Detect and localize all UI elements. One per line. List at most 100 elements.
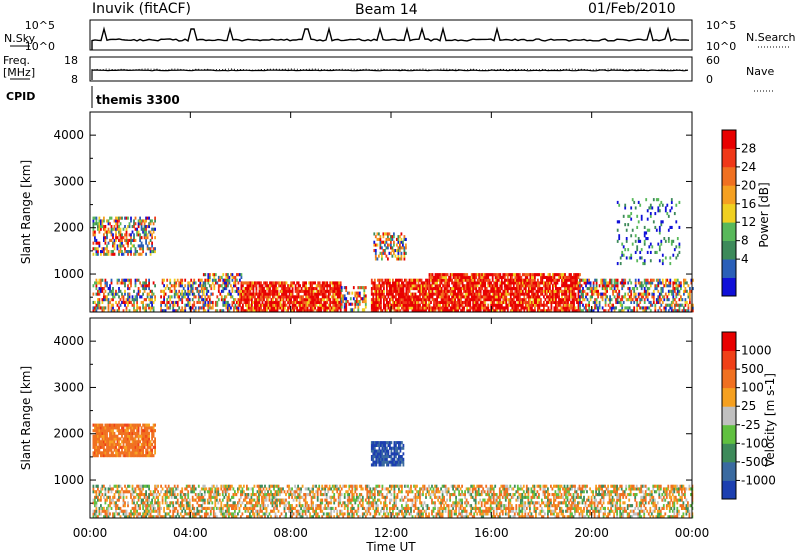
range-cell [529,309,532,313]
range-cell [570,278,572,282]
range-cell [400,254,403,258]
range-cell [684,303,687,307]
range-cell [317,306,320,310]
range-cell [549,295,551,299]
range-cell [405,306,408,310]
range-cell [613,284,616,288]
range-cell [455,295,458,299]
range-cell [121,448,123,452]
range-cell [380,303,382,307]
range-cell [642,292,645,296]
range-cell [107,219,110,223]
range-cell [290,289,292,293]
range-cell [571,306,574,310]
range-cell [231,287,234,291]
range-cell [164,490,167,494]
range-cell [172,504,175,508]
range-cell [523,292,526,296]
range-cell [134,445,137,449]
range-cell [145,216,147,220]
velocity-heatmap [92,423,694,519]
range-cell [417,298,420,302]
range-cell [203,490,206,494]
range-cell [264,300,267,304]
range-cell [576,284,578,288]
range-cell [309,309,312,313]
range-cell [131,437,134,441]
range-cell [214,281,217,285]
range-cell [136,512,138,516]
range-cell [588,306,590,310]
range-cell [642,295,645,299]
range-cell [630,292,633,296]
range-cell [152,493,155,497]
range-cell [573,289,575,293]
range-cell [407,306,409,310]
range-cell [565,300,568,304]
range-cell [172,515,175,519]
range-cell [449,298,452,302]
range-cell [396,249,398,253]
range-cell [460,273,462,277]
range-cell [559,309,562,313]
range-cell [355,291,358,295]
range-cell [547,278,550,282]
range-cell [173,506,176,510]
range-cell [161,498,164,502]
range-cell [475,281,478,285]
range-cell [664,284,667,288]
range-cell [185,504,188,508]
range-cell [481,273,484,277]
range-cell [282,309,285,313]
range-cell [384,232,386,236]
range-cell [299,309,301,313]
range-cell [518,292,521,296]
range-cell [95,504,98,508]
range-cell [137,440,140,444]
range-cell [119,238,122,242]
range-cell [373,281,376,285]
range-cell [109,484,111,488]
range-cell [125,434,128,438]
range-cell [523,300,526,304]
range-cell [514,278,517,282]
range-cell [216,281,219,285]
range-cell [389,281,391,285]
range-cell [455,281,458,285]
range-cell [416,284,418,288]
range-cell [222,281,225,285]
range-cell [387,257,389,261]
range-cell [119,289,122,293]
range-cell [445,303,447,307]
range-cell [446,298,449,302]
range-cell [645,292,648,296]
range-cell [422,284,424,288]
range-cell [333,287,336,291]
range-cell [460,295,462,299]
range-cell [191,292,194,296]
range-cell [219,275,222,279]
range-cell [294,303,297,307]
range-cell [378,306,381,310]
range-cell [342,297,345,301]
range-cell [248,306,250,310]
range-cell [565,295,568,299]
range-cell [403,257,406,261]
range-cell [414,284,417,288]
range-cell [184,487,187,491]
range-cell [666,295,669,299]
range-cell [592,300,595,304]
range-cell [98,278,101,282]
range-cell [279,300,282,304]
range-cell [393,240,395,244]
range-cell [202,273,205,277]
range-cell [324,303,327,307]
range-cell [95,509,98,513]
range-cell [537,281,539,285]
range-cell [570,287,572,291]
range-cell [160,484,162,488]
range-cell [678,225,681,229]
range-cell [103,515,105,519]
range-cell [643,289,646,293]
range-cell [154,219,156,223]
